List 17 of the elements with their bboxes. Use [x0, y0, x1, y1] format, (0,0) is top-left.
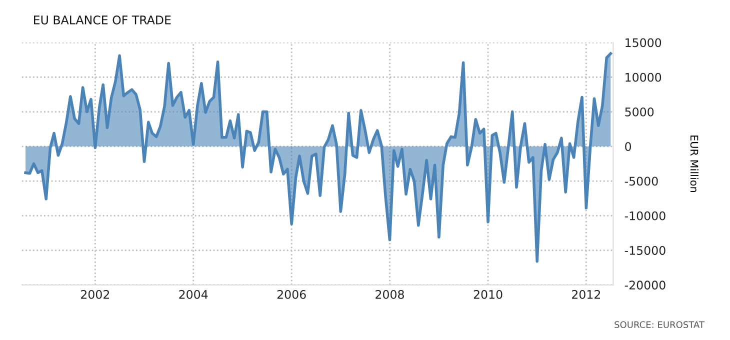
- y-tick-label: -20000: [624, 280, 666, 290]
- y-tick-label: -15000: [624, 246, 666, 255]
- source-note: SOURCE: EUROSTAT: [614, 321, 704, 328]
- x-tick-label: 2006: [277, 290, 306, 299]
- y-tick-label: 15000: [626, 38, 662, 48]
- x-tick-label: 2002: [81, 290, 110, 299]
- y-tick-label: -10000: [624, 211, 666, 220]
- chart-title: EU BALANCE OF TRADE: [34, 16, 171, 24]
- y-tick-label: 10000: [626, 72, 662, 82]
- x-tick-label: 2012: [572, 290, 600, 299]
- x-tick-label: 2004: [179, 290, 208, 299]
- x-tick-label: 2010: [474, 290, 502, 299]
- y-tick-label: 5000: [625, 107, 654, 116]
- y-axis-title: EUR Million: [690, 136, 698, 192]
- x-tick-label: 2008: [376, 290, 404, 299]
- y-tick-label: -5000: [624, 176, 658, 186]
- y-tick-label: 0: [625, 142, 632, 152]
